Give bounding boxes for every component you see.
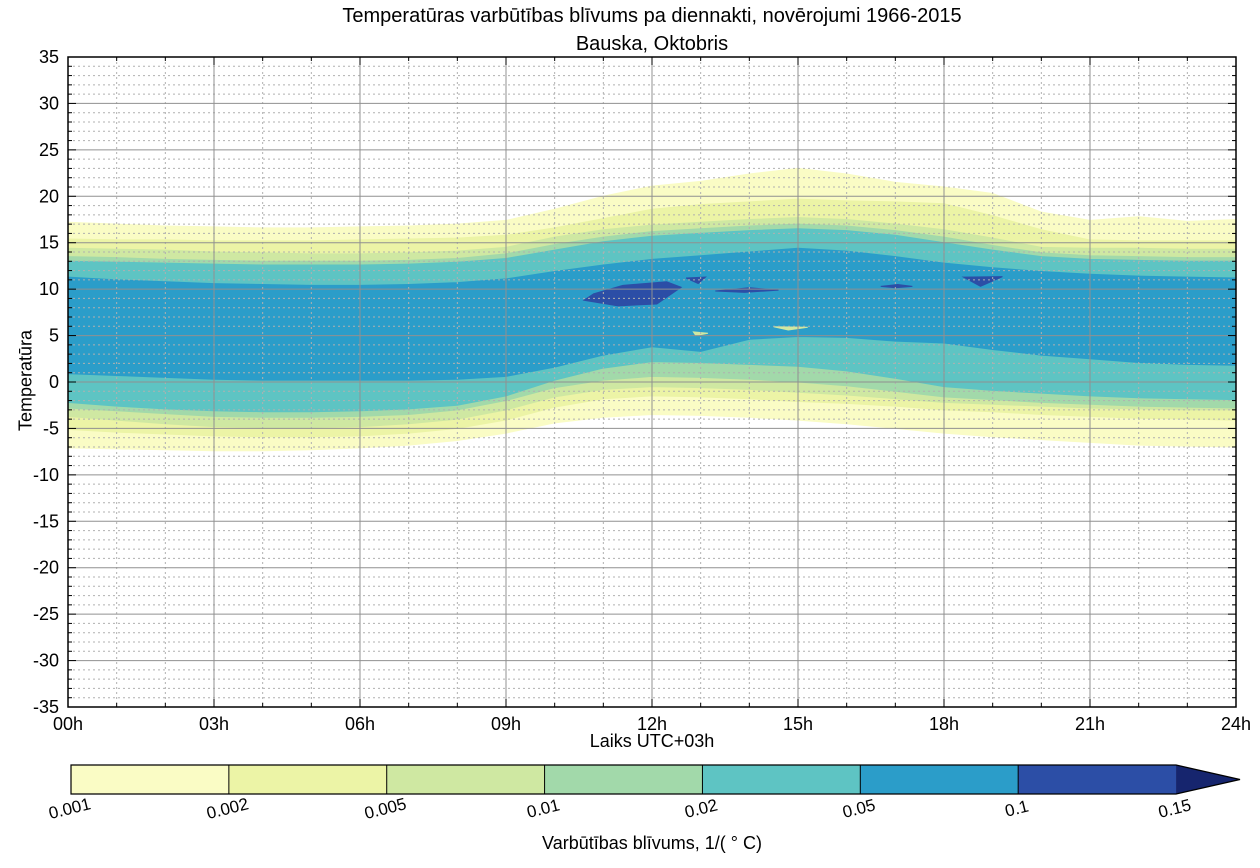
x-tick-label: 12h [637, 714, 667, 734]
chart-title-line2: Bauska, Oktobris [575, 33, 729, 55]
y-tick-label: 0 [49, 372, 59, 392]
contour-band-0.1 [961, 276, 1003, 287]
y-tick-label: -5 [43, 418, 59, 438]
chart-title: Temperatūras varbūtības blīvums pa dienn… [68, 2, 1236, 58]
y-axis-label: Temperatūra [15, 329, 36, 432]
x-tick-label: 24h [1221, 714, 1251, 734]
contour-band-0.1 [880, 283, 913, 289]
contour-band-0.1 [582, 281, 683, 307]
x-tick-label: 18h [929, 714, 959, 734]
colorbar-label: Varbūtības blīvums, 1/( ° C) [542, 833, 762, 853]
x-tick-label: 06h [345, 714, 375, 734]
colorbar-segment [228, 765, 387, 794]
colorbar-tick-label: 0.05 [841, 795, 878, 821]
y-tick-label: 35 [39, 47, 59, 67]
y-tick-label: 25 [39, 140, 59, 160]
colorbar-segment [702, 765, 861, 794]
colorbar-tick-label: 0.01 [525, 795, 562, 821]
colorbar-tick-label: 0.02 [683, 795, 720, 821]
colorbar-tick-label: 0.002 [205, 794, 251, 823]
colorbar-segment [544, 765, 703, 794]
y-tick-label: -25 [33, 604, 59, 624]
colorbar-arrow [1176, 765, 1240, 794]
colorbar-tick-label: 0.005 [362, 794, 408, 823]
x-tick-label: 21h [1075, 714, 1105, 734]
colorbar-outline [70, 764, 1241, 795]
colorbar-segment [386, 765, 545, 794]
x-axis-label: Laiks UTC+03h [589, 731, 715, 751]
y-tick-label: 20 [39, 186, 59, 206]
y-tick-label: 15 [39, 233, 59, 253]
y-tick-label: -35 [33, 697, 59, 717]
y-tick-label: -15 [33, 511, 59, 531]
y-tick-label: -20 [33, 558, 59, 578]
colorbar-segment [860, 765, 1019, 794]
y-tick-label: 5 [49, 326, 59, 346]
x-tick-label: 03h [199, 714, 229, 734]
colorbar-tick-label: 0.001 [47, 794, 93, 823]
x-tick-label: 09h [491, 714, 521, 734]
x-tick-label: 15h [783, 714, 813, 734]
y-tick-label: 30 [39, 93, 59, 113]
colorbar-tick-label: 0.1 [1003, 797, 1031, 821]
colorbar-segment [71, 765, 229, 794]
y-tick-label: 10 [39, 279, 59, 299]
x-tick-label: 00h [53, 714, 83, 734]
y-tick-label: -30 [33, 651, 59, 671]
colorbar-tick-label: 0.15 [1156, 795, 1193, 821]
colorbar-segment [1018, 765, 1177, 794]
chart-title-line1: Temperatūras varbūtības blīvums pa dienn… [342, 5, 962, 27]
y-tick-label: -10 [33, 465, 59, 485]
